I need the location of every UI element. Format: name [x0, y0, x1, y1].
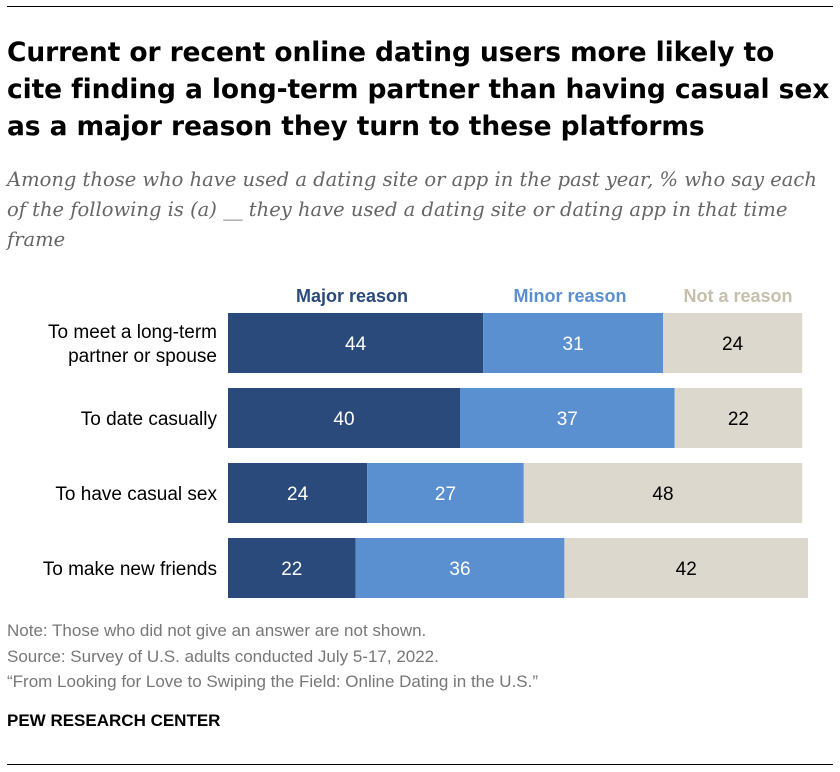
bar-segment-2-3: [674, 388, 803, 448]
source-text: Source: Survey of U.S. adults conducted …: [7, 646, 439, 666]
category-label-1-line-2: partner or spouse: [68, 346, 217, 367]
bottom-rule: [7, 764, 833, 765]
bar-segment-3-1: [228, 463, 368, 523]
stacked-bar-chart: Major reason Minor reason Not a reason 44 31…: [43, 286, 808, 598]
bar-segment-1-3: [663, 313, 803, 373]
chart-subtitle: Among those who have used a dating site …: [7, 168, 817, 251]
category-label-3: To have casual sex: [55, 484, 217, 505]
legend-label-1: Major reason: [296, 286, 408, 306]
bar-segment-1-1: [228, 313, 484, 373]
bar-segment-4-1: [228, 538, 356, 598]
legend-label-3: Not a reason: [683, 286, 792, 306]
bar-segment-2-1: [228, 388, 460, 448]
data-label-2-3: 22: [728, 409, 749, 430]
data-label-4-3: 42: [676, 559, 697, 580]
category-label-1-line-1: To meet a long-term: [48, 322, 217, 343]
data-label-3-2: 27: [435, 484, 456, 505]
bar-segment-3-2: [367, 463, 524, 523]
data-label-1-3: 24: [722, 334, 744, 355]
data-label-4-1: 22: [281, 559, 302, 580]
top-rule: [7, 6, 833, 7]
data-label-1-2: 31: [563, 334, 584, 355]
data-label-3-3: 48: [652, 484, 673, 505]
data-label-1-1: 44: [345, 334, 367, 355]
bar-segment-4-2: [355, 538, 565, 598]
data-label-3-1: 24: [287, 484, 309, 505]
chart-title: Current or recent online dating users mo…: [7, 37, 830, 142]
brand-name: PEW RESEARCH CENTER: [7, 711, 221, 730]
legend-label-2: Minor reason: [513, 286, 626, 306]
bar-segment-3-3: [523, 463, 803, 523]
data-label-2-1: 40: [333, 409, 354, 430]
bar-segment-2-2: [460, 388, 675, 448]
category-label-2: To date casually: [81, 409, 218, 430]
chart-notes: Note: Those who did not give an answer a…: [7, 618, 833, 695]
category-label-4: To make new friends: [43, 559, 217, 580]
report-citation: “From Looking for Love to Swiping the Fi…: [7, 672, 539, 691]
note-text: Note: Those who did not give an answer a…: [7, 621, 427, 640]
data-label-4-2: 36: [449, 559, 470, 580]
data-label-2-2: 37: [557, 409, 578, 430]
bar-segment-1-2: [483, 313, 663, 373]
bar-segment-4-3: [564, 538, 808, 598]
